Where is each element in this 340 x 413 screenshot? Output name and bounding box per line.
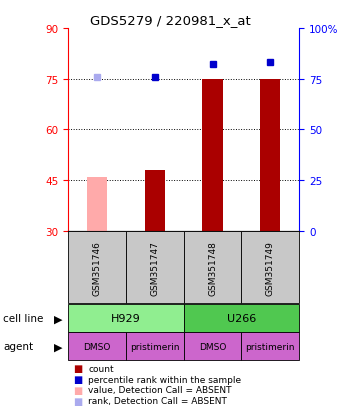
Text: pristimerin: pristimerin	[130, 342, 180, 351]
Bar	[126, 231, 184, 304]
Bar	[241, 231, 299, 304]
Text: ■: ■	[73, 385, 82, 395]
Text: value, Detection Call = ABSENT: value, Detection Call = ABSENT	[88, 385, 232, 394]
Bar	[184, 332, 241, 361]
Bar	[260, 79, 280, 231]
Bar	[68, 231, 126, 304]
Text: pristimerin: pristimerin	[245, 342, 295, 351]
Text: GSM351746: GSM351746	[92, 240, 101, 295]
Text: rank, Detection Call = ABSENT: rank, Detection Call = ABSENT	[88, 396, 227, 405]
Bar	[184, 304, 299, 332]
Text: ■: ■	[73, 363, 82, 373]
Bar	[87, 177, 107, 231]
Bar	[241, 332, 299, 361]
Text: ■: ■	[73, 396, 82, 406]
Text: percentile rank within the sample: percentile rank within the sample	[88, 375, 241, 384]
Text: GSM351749: GSM351749	[266, 240, 275, 295]
Text: DMSO: DMSO	[83, 342, 110, 351]
Text: H929: H929	[111, 313, 141, 323]
Text: ■: ■	[73, 374, 82, 384]
Text: GSM351747: GSM351747	[150, 240, 159, 295]
Bar	[202, 79, 223, 231]
Text: GSM351748: GSM351748	[208, 240, 217, 295]
Text: count: count	[88, 364, 114, 373]
Text: cell line: cell line	[3, 313, 44, 323]
Bar	[126, 332, 184, 361]
Text: agent: agent	[3, 342, 34, 351]
Bar	[184, 231, 241, 304]
Bar	[68, 332, 126, 361]
Text: U266: U266	[227, 313, 256, 323]
Text: DMSO: DMSO	[199, 342, 226, 351]
Text: ▶: ▶	[54, 342, 63, 351]
Text: GDS5279 / 220981_x_at: GDS5279 / 220981_x_at	[90, 14, 250, 27]
Bar	[144, 171, 165, 231]
Text: ▶: ▶	[54, 313, 63, 323]
Bar	[68, 304, 184, 332]
